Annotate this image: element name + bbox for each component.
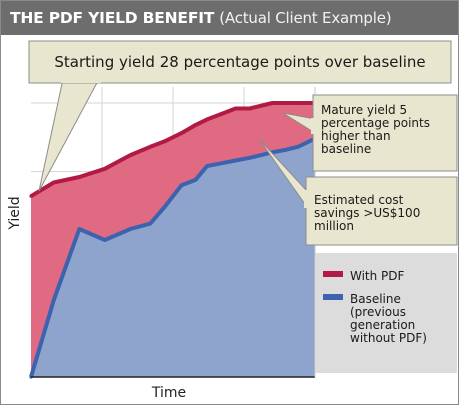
chart-frame: Time Yield Starting yield 28 percentage …: [1, 35, 458, 404]
baseline-point: [285, 147, 289, 152]
callout-starting-yield: Starting yield 28 percentage points over…: [28, 40, 452, 192]
callout-cost-savings-box: [305, 176, 458, 246]
with-pdf-point: [270, 101, 274, 105]
area-chart: Time Yield Starting yield 28 percentage …: [7, 40, 458, 401]
with-pdf-point: [162, 139, 167, 143]
callout-mature-yield-text: Mature yield 5 percentage points higher th…: [321, 103, 430, 156]
x-axis-label: Time: [151, 385, 186, 401]
legend-swatch-baseline: [323, 294, 343, 300]
baseline-point: [248, 156, 252, 160]
baseline-point: [296, 145, 300, 149]
with-pdf-point: [148, 145, 152, 149]
with-pdf-point: [194, 123, 198, 127]
with-pdf-point: [205, 117, 209, 122]
legend-label-baseline: Baseline (previous generation without PDF): [350, 292, 427, 345]
callout-cost-savings-joint: [304, 190, 309, 208]
baseline-point: [179, 183, 184, 187]
callout-mature-yield-joint: [311, 118, 316, 134]
chart-header: THE PDF YIELD BENEFIT (Actual Client Exa…: [1, 1, 458, 35]
with-pdf-point: [128, 153, 132, 157]
baseline-area: [31, 138, 315, 377]
y-axis-label: Yield: [7, 196, 23, 230]
callout-cost-savings-text: Estimated cost savings >US$100 million: [314, 193, 420, 233]
callout-cost-savings: Estimated cost savings >US$100 million: [258, 138, 458, 246]
with-pdf-point: [248, 106, 252, 111]
with-pdf-point: [29, 194, 33, 198]
with-pdf-point: [52, 180, 56, 185]
callout-starting-yield-box: [28, 40, 452, 84]
baseline-point: [128, 227, 132, 231]
baseline-point: [103, 238, 107, 242]
with-pdf-point: [77, 175, 81, 179]
baseline-point: [233, 158, 238, 163]
baseline-point: [148, 221, 152, 226]
baseline-point: [194, 178, 198, 182]
baseline-point: [219, 161, 223, 165]
baseline-point: [77, 227, 81, 231]
with-pdf-point: [179, 131, 184, 135]
chart-subtitle: (Actual Client Example): [219, 9, 392, 27]
legend: With PDF Baseline (previous generation with…: [315, 253, 457, 373]
baseline-point: [205, 164, 209, 168]
with-pdf-point: [296, 101, 300, 105]
baseline-point: [52, 298, 56, 302]
chart-title: THE PDF YIELD BENEFIT: [10, 9, 215, 27]
with-pdf-point: [103, 167, 107, 171]
with-pdf-point: [285, 101, 289, 105]
baseline-point: [162, 205, 167, 209]
with-pdf-point: [219, 112, 223, 116]
legend-swatch-with-pdf: [323, 271, 343, 277]
callout-mature-yield: Mature yield 5 percentage points higher th…: [282, 94, 458, 172]
with-pdf-point: [233, 106, 238, 111]
callout-starting-yield-text: Starting yield 28 percentage points over…: [54, 53, 425, 71]
callout-starting-yield-joint: [61, 77, 101, 83]
legend-label-with-pdf: With PDF: [350, 269, 405, 283]
